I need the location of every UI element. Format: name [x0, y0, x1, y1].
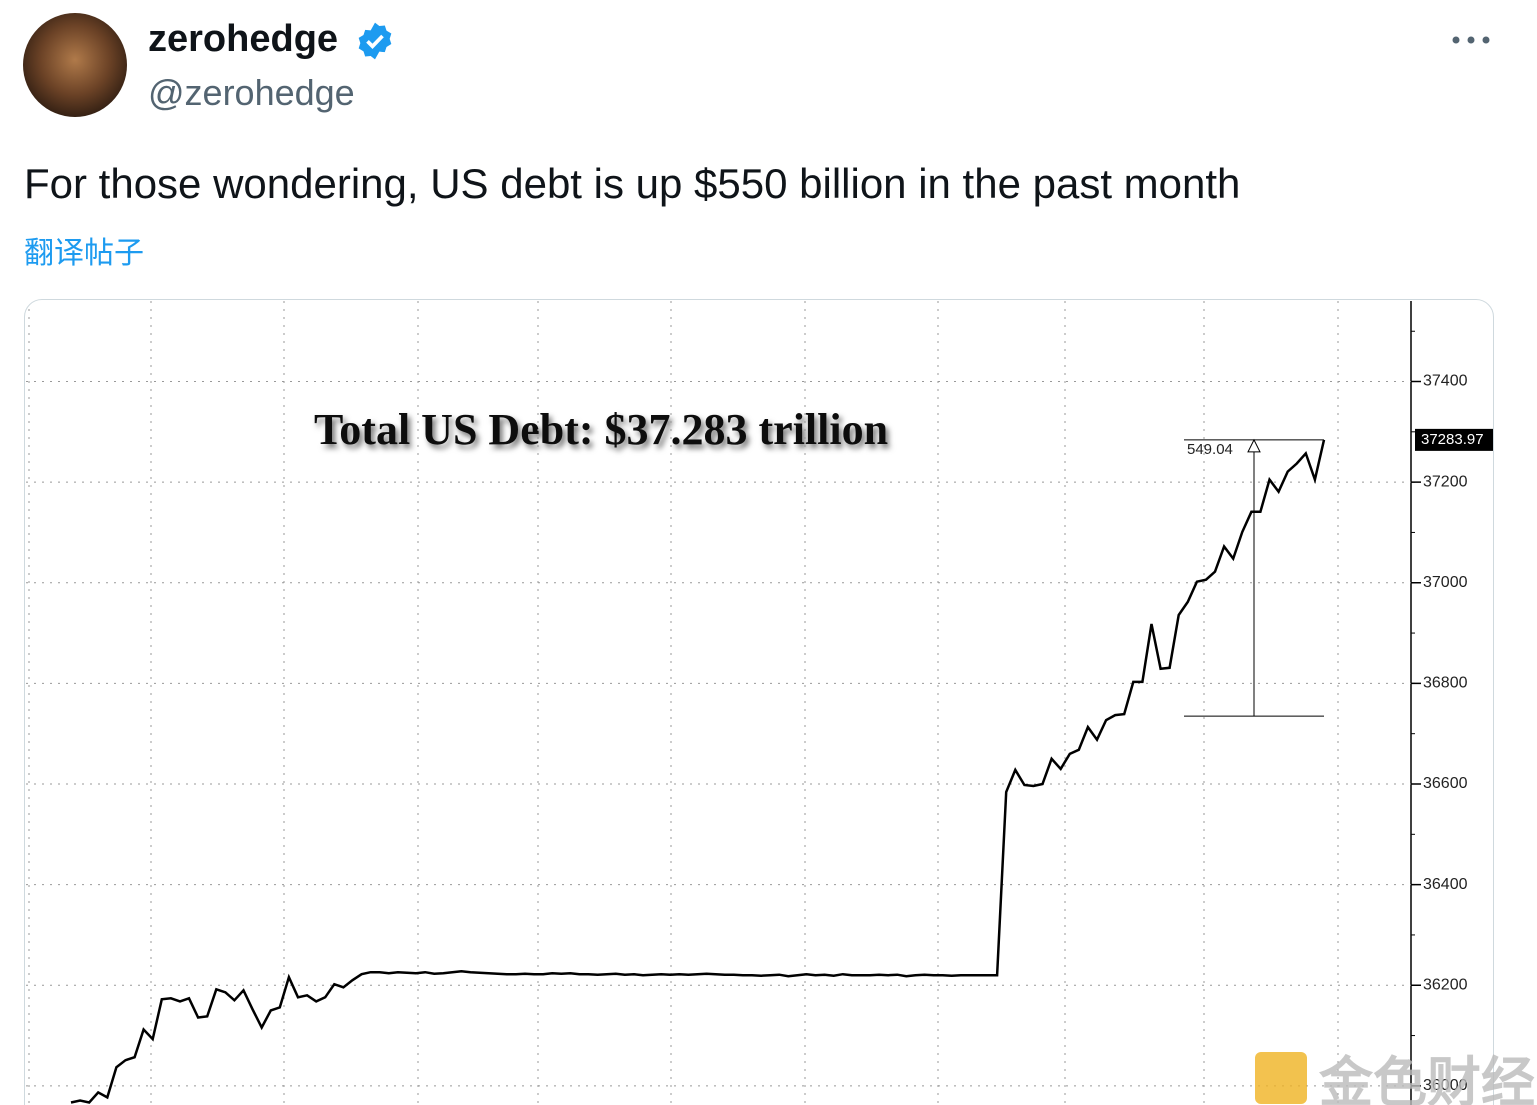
chart-title: Total US Debt: $37.283 trillion [314, 405, 888, 454]
translate-link[interactable]: 翻译帖子 [24, 237, 144, 270]
avatar[interactable] [23, 13, 127, 117]
y-tick-label: 36400 [1423, 876, 1468, 893]
y-tick-label: 37000 [1423, 574, 1468, 591]
last-value-label: 37283.97 [1421, 431, 1484, 448]
measure-arrow [1247, 438, 1261, 453]
watermark: 金色财经 [1255, 1038, 1535, 1105]
author-handle[interactable]: @zerohedge [148, 72, 355, 113]
y-tick-label: 36600 [1423, 775, 1468, 792]
change-label: 549.04 [1187, 441, 1233, 458]
y-tick-label: 37400 [1423, 373, 1468, 390]
verified-badge [358, 22, 392, 60]
media-frame[interactable]: Total US Debt: $37.283 trillion 36000 362… [24, 299, 1494, 1105]
watermark-logo [1255, 1051, 1307, 1104]
y-tick-label: 37200 [1423, 473, 1468, 490]
watermark-text: 金色财经 [1319, 1051, 1535, 1105]
y-tick-label: 36000 [1423, 1077, 1468, 1094]
y-tick-label: 36800 [1423, 675, 1468, 692]
chart: Total US Debt: $37.283 trillion 36000 362… [26, 301, 1493, 1105]
tweet-text: For those wondering, US debt is up $550 … [24, 160, 1241, 207]
debt-line [70, 439, 1326, 1104]
y-tick-label: 36200 [1423, 976, 1468, 993]
author-name[interactable]: zerohedge [148, 18, 339, 60]
more-button[interactable] [1450, 30, 1492, 50]
last-value-box [1415, 428, 1493, 451]
